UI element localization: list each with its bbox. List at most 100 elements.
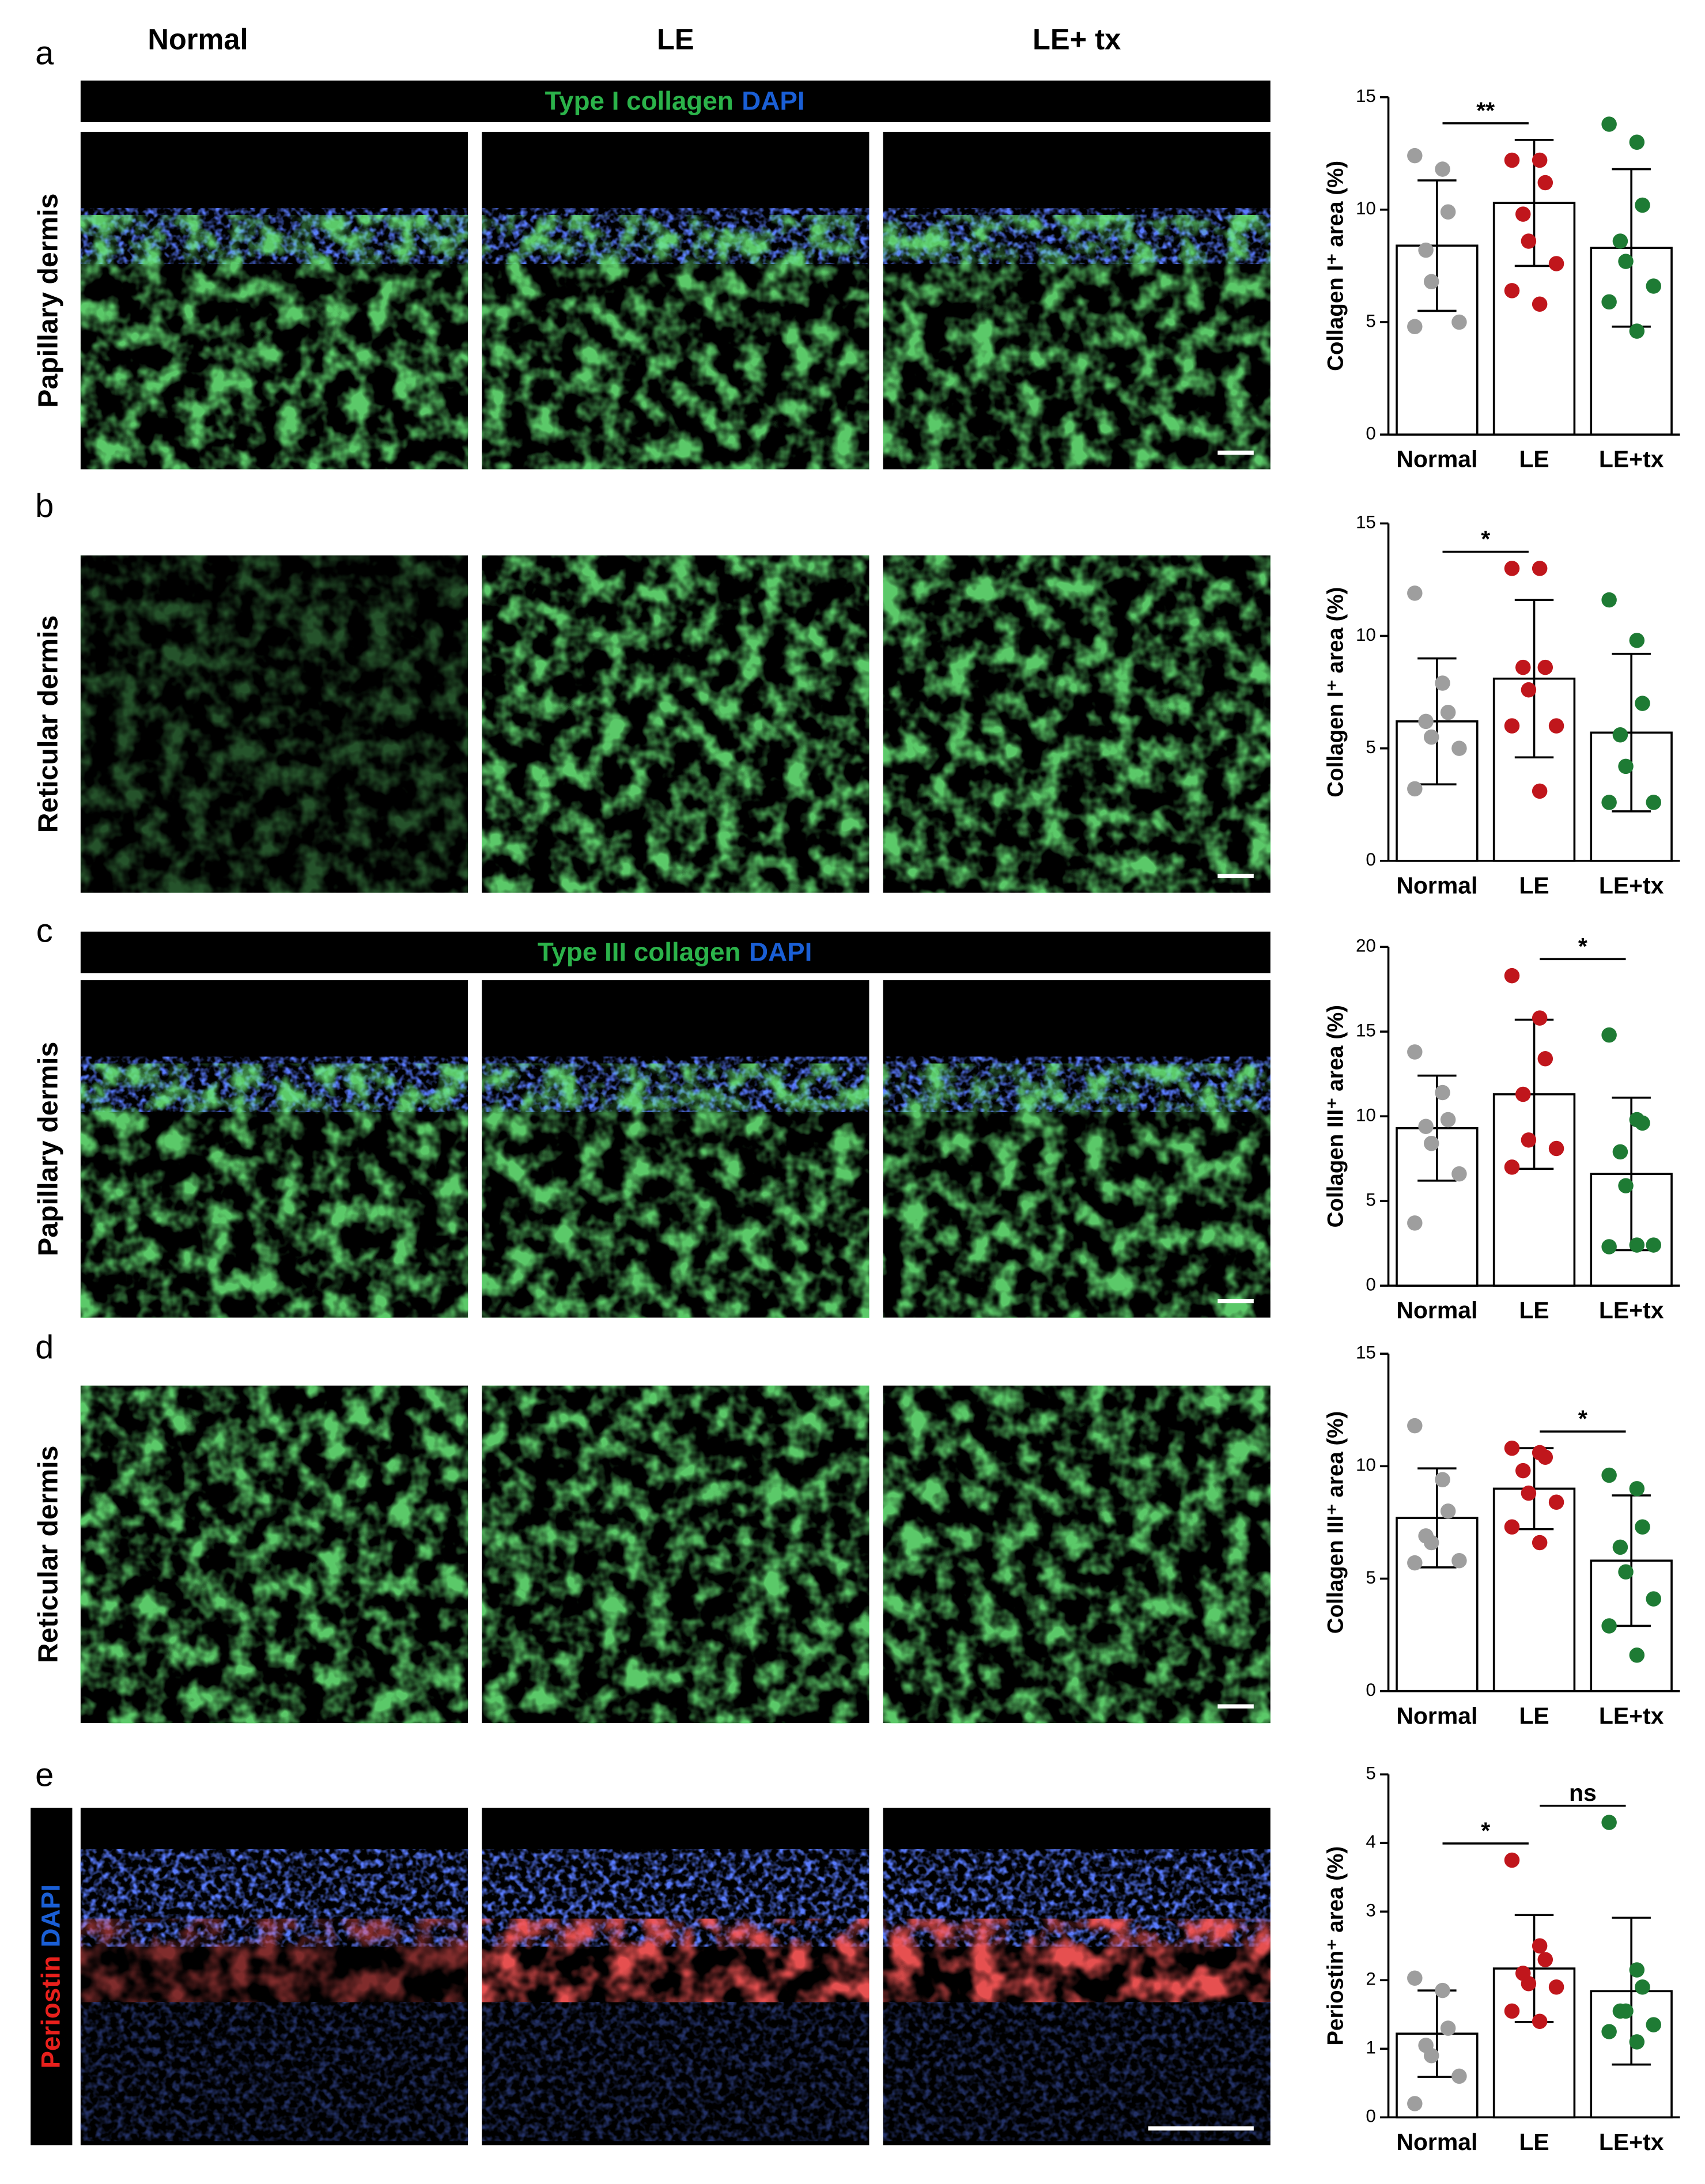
data-point <box>1612 233 1628 249</box>
micrograph-signal <box>482 1918 869 2002</box>
data-point <box>1601 2024 1617 2039</box>
data-point <box>1601 795 1617 810</box>
micrograph-signal <box>482 1063 869 1318</box>
data-point <box>1521 682 1537 698</box>
data-point <box>1548 718 1564 734</box>
y-tick-label: 10 <box>1356 198 1376 218</box>
data-point <box>1407 1555 1423 1571</box>
stain-name: Type III collagen <box>538 937 741 966</box>
data-point <box>1407 1044 1423 1060</box>
data-point <box>1537 175 1553 191</box>
micrograph-signal <box>883 215 1271 470</box>
x-tick-label: Normal <box>1396 1702 1477 1729</box>
data-point <box>1646 2017 1661 2032</box>
data-point <box>1635 1115 1650 1131</box>
data-point <box>1504 1440 1520 1456</box>
data-point <box>1407 148 1423 164</box>
micrograph-signal <box>883 1385 1271 1724</box>
data-point <box>1601 592 1617 608</box>
data-point <box>1548 1494 1564 1510</box>
x-tick-label: LE+tx <box>1599 1297 1664 1324</box>
data-point <box>1515 659 1531 675</box>
data-point <box>1537 659 1553 675</box>
data-point <box>1435 1982 1450 1998</box>
data-point <box>1407 585 1423 601</box>
significance-label: * <box>1481 1818 1490 1844</box>
stain-label: Periostin DAPI <box>36 1884 66 2069</box>
stain-name: DAPI <box>749 937 812 966</box>
y-tick-label: 5 <box>1366 311 1375 331</box>
y-axis-label: Collagen I⁺ area (%) <box>1324 161 1348 371</box>
x-tick-label: LE+tx <box>1599 446 1664 473</box>
data-point <box>1635 696 1650 711</box>
data-point <box>1451 314 1467 330</box>
x-tick-label: LE+tx <box>1599 872 1664 898</box>
data-point <box>1601 1027 1617 1043</box>
data-point <box>1423 1535 1439 1551</box>
panel-letter: e <box>35 1756 54 1793</box>
micrograph-nuclei <box>482 2002 869 2141</box>
data-point <box>1629 1481 1645 1497</box>
data-point <box>1618 2003 1634 2019</box>
stain-name: DAPI <box>742 86 804 115</box>
data-point <box>1440 1112 1456 1128</box>
data-point <box>1504 561 1520 576</box>
x-tick-label: LE <box>1519 2129 1549 2155</box>
bar <box>1396 1517 1479 1692</box>
y-axis-label: Periostin⁺ area (%) <box>1324 1846 1348 2046</box>
significance-label: ** <box>1476 97 1495 123</box>
data-point <box>1440 704 1456 720</box>
micrograph-signal <box>80 215 468 470</box>
data-point <box>1629 1962 1645 1978</box>
data-point <box>1618 758 1634 774</box>
column-header: Normal <box>148 23 248 56</box>
data-point <box>1435 1472 1450 1488</box>
y-tick-label: 10 <box>1356 625 1376 645</box>
data-point <box>1548 1979 1564 1995</box>
y-tick-label: 0 <box>1366 423 1375 443</box>
x-tick-label: LE+tx <box>1599 1702 1664 1729</box>
column-header: LE <box>657 23 694 56</box>
data-point <box>1423 2047 1439 2064</box>
data-point <box>1629 1237 1645 1253</box>
data-point <box>1537 1952 1553 1967</box>
data-point <box>1618 1178 1634 1193</box>
stain-label: Type III collagen DAPI <box>538 937 812 966</box>
data-point <box>1418 713 1434 730</box>
significance-label: * <box>1481 526 1490 552</box>
y-tick-label: 15 <box>1356 1342 1376 1362</box>
data-point <box>1629 633 1645 648</box>
x-tick-label: LE <box>1519 872 1549 898</box>
column-header: LE+ tx <box>1033 23 1121 56</box>
data-point <box>1407 319 1423 335</box>
micrograph-signal <box>883 1063 1271 1318</box>
data-point <box>1635 1979 1650 1995</box>
row-label: Papillary dermis <box>33 1042 64 1256</box>
y-tick-label: 5 <box>1366 1763 1375 1784</box>
data-point <box>1629 1647 1645 1663</box>
x-tick-label: Normal <box>1396 446 1477 473</box>
panel-letter: c <box>36 912 53 949</box>
data-point <box>1646 1237 1661 1253</box>
data-point <box>1451 1553 1467 1569</box>
bar <box>1590 247 1673 436</box>
data-point <box>1646 278 1661 294</box>
data-point <box>1504 1519 1520 1535</box>
stain-label: Type I collagen DAPI <box>545 86 805 115</box>
data-point <box>1440 1503 1456 1519</box>
stain-name: Periostin <box>36 1956 66 2069</box>
micrograph-signal <box>80 1918 468 2002</box>
micrographs <box>80 131 1271 2145</box>
micrograph-signal <box>482 1385 869 1724</box>
data-point <box>1629 2034 1645 2050</box>
micrograph-nuclei <box>80 2002 468 2141</box>
micrograph-signal <box>80 555 468 893</box>
row-label: Reticular dermis <box>33 1446 64 1664</box>
data-point <box>1515 1086 1531 1102</box>
data-point <box>1407 2096 1423 2111</box>
y-tick-label: 0 <box>1366 849 1375 870</box>
y-axis-label: Collagen I⁺ area (%) <box>1324 587 1348 797</box>
micrograph-nuclei <box>883 2002 1271 2141</box>
x-tick-label: Normal <box>1396 1297 1477 1324</box>
